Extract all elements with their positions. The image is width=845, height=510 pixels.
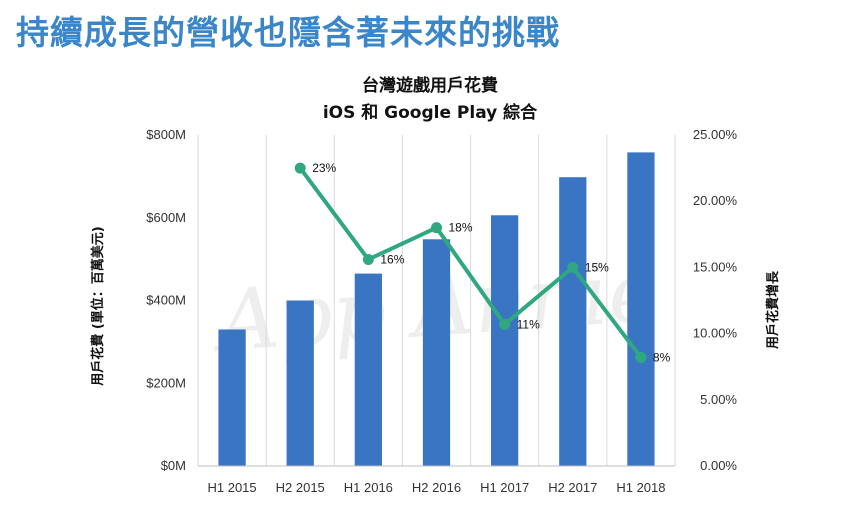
y-left-tick-label: $800M: [146, 127, 186, 142]
y-right-tick-label: 5.00%: [700, 392, 737, 407]
y-right-tick-label: 0.00%: [700, 458, 737, 473]
y-left-tick-label: $600M: [146, 210, 186, 225]
x-tick-label: H2 2017: [548, 480, 597, 495]
axes: $0M $200M $400M $600M $800M 0.00% 5.00% 10.00% 1…: [146, 127, 737, 495]
bar: [286, 300, 314, 466]
grid: [197, 135, 676, 466]
bar: [422, 239, 451, 466]
y-axis-right-label: 用戶花費增長: [765, 270, 781, 350]
x-tick-label: H1 2015: [207, 480, 256, 495]
data-label: 15%: [585, 260, 609, 274]
bar: [627, 152, 655, 466]
y-right-tick-label: 10.00%: [693, 326, 738, 341]
bar-series: [218, 152, 655, 466]
bar: [559, 177, 587, 466]
growth-line: [298, 166, 643, 359]
growth-point: [362, 253, 374, 265]
growth-point: [635, 351, 647, 363]
y-right-tick-label: 15.00%: [693, 259, 738, 274]
x-tick-label: H2 2016: [412, 480, 461, 495]
y-left-tick-label: $400M: [146, 293, 186, 308]
y-right-tick-label: 25.00%: [693, 127, 738, 142]
bar: [218, 329, 246, 466]
y-right-tick-label: 20.00%: [693, 193, 738, 208]
data-label: 23%: [312, 161, 336, 175]
bar: [491, 215, 519, 466]
data-label: 11%: [517, 317, 540, 331]
data-label: 18%: [449, 221, 473, 235]
chart-subtitle: iOS 和 Google Play 綜合: [323, 102, 538, 123]
y-left-tick-label: $200M: [146, 375, 186, 390]
bar: [354, 273, 382, 466]
y-left-tick-label: $0M: [161, 458, 186, 473]
x-tick-label: H1 2018: [616, 480, 665, 495]
x-tick-label: H2 2015: [276, 480, 325, 495]
y-axis-left-label: 用戶花費 (單位：百萬美元): [90, 226, 106, 386]
chart-title: 台灣遊戲用戶花費: [362, 75, 498, 96]
x-tick-label: H1 2017: [480, 480, 529, 495]
x-tick-label: H1 2016: [344, 480, 393, 495]
data-label: 8%: [653, 350, 671, 364]
line-series: 23% 16% 18% 11% 15% 8%: [294, 161, 671, 364]
page-headline: 持續成長的營收也隱含著未來的挑戰: [16, 13, 560, 52]
growth-point: [499, 318, 511, 330]
data-label: 16%: [380, 252, 404, 266]
growth-point: [294, 162, 306, 174]
growth-point: [567, 261, 579, 273]
growth-point: [431, 222, 442, 234]
